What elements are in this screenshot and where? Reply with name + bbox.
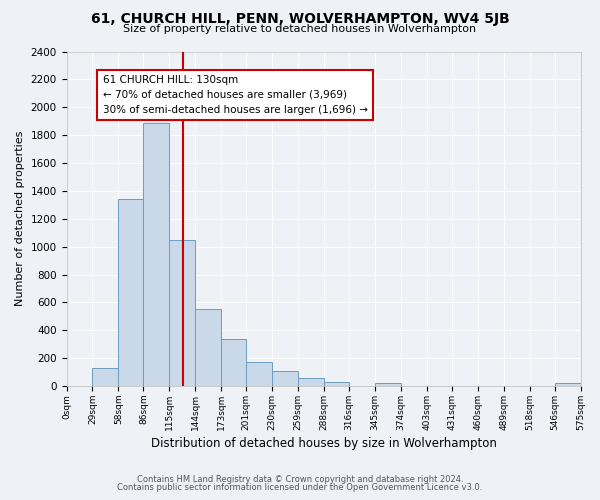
Bar bbox=[375, 384, 401, 386]
Bar bbox=[143, 122, 169, 386]
X-axis label: Distribution of detached houses by size in Wolverhampton: Distribution of detached houses by size … bbox=[151, 437, 496, 450]
Bar bbox=[118, 200, 143, 386]
Bar bbox=[554, 382, 581, 386]
Text: Contains public sector information licensed under the Open Government Licence v3: Contains public sector information licen… bbox=[118, 484, 482, 492]
Y-axis label: Number of detached properties: Number of detached properties bbox=[15, 131, 25, 306]
Text: 61, CHURCH HILL, PENN, WOLVERHAMPTON, WV4 5JB: 61, CHURCH HILL, PENN, WOLVERHAMPTON, WV… bbox=[91, 12, 509, 26]
Bar bbox=[246, 362, 272, 386]
Bar bbox=[169, 240, 195, 386]
Bar bbox=[195, 310, 221, 386]
Text: Contains HM Land Registry data © Crown copyright and database right 2024.: Contains HM Land Registry data © Crown c… bbox=[137, 475, 463, 484]
Bar bbox=[92, 368, 118, 386]
Bar bbox=[272, 370, 298, 386]
Bar bbox=[324, 382, 349, 386]
Bar bbox=[298, 378, 324, 386]
Bar bbox=[221, 338, 246, 386]
Text: Size of property relative to detached houses in Wolverhampton: Size of property relative to detached ho… bbox=[124, 24, 476, 34]
Text: 61 CHURCH HILL: 130sqm
← 70% of detached houses are smaller (3,969)
30% of semi-: 61 CHURCH HILL: 130sqm ← 70% of detached… bbox=[103, 75, 368, 114]
